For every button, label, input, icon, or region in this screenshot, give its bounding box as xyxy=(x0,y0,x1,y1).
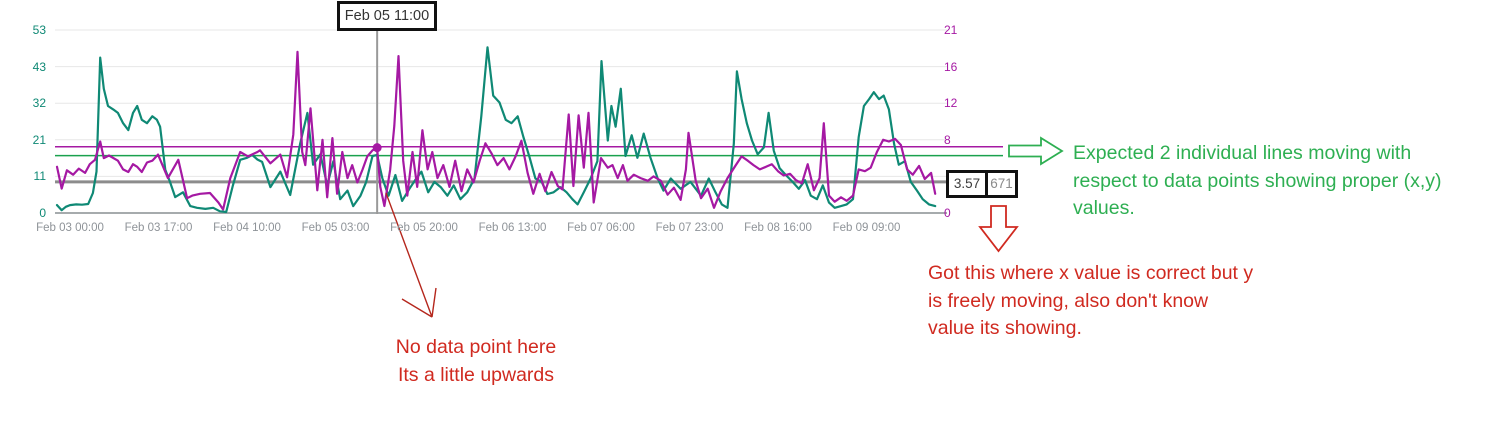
note-line: Expected 2 individual lines moving with xyxy=(1073,142,1412,164)
x-axis-tick: Feb 07 06:00 xyxy=(567,222,635,234)
note-line: is freely moving, also don't know xyxy=(928,289,1209,312)
x-axis-tick: Feb 08 16:00 xyxy=(744,222,812,234)
crosshair-tooltip: Feb 05 11:00 xyxy=(337,1,437,31)
crosshair-value-secondary: 671 xyxy=(985,170,1018,198)
green-right-arrow-icon xyxy=(1008,136,1064,166)
left-axis-tick: 21 xyxy=(32,132,46,147)
series-teal-left-axis xyxy=(55,46,937,214)
red-down-arrow-icon xyxy=(978,205,1019,253)
right-axis-tick: 21 xyxy=(944,23,958,37)
crosshair-value-primary: 3.57 xyxy=(946,170,988,198)
note-line: respect to data points showing proper (x… xyxy=(1073,169,1442,192)
left-axis-tick: 11 xyxy=(33,169,46,184)
x-axis-tick: Feb 03 00:00 xyxy=(36,222,104,234)
right-axis-tick: 16 xyxy=(944,59,958,74)
x-axis-tick: Feb 05 03:00 xyxy=(301,222,370,234)
x-axis-tick: Feb 05 20:00 xyxy=(390,222,458,234)
x-axis-tick: Feb 07 23:00 xyxy=(655,222,724,234)
crosshair-tooltip-label: Feb 05 11:00 xyxy=(344,8,430,24)
left-axis-tick: 32 xyxy=(32,96,46,111)
note-expected-behaviour: Expected 2 individual lines moving with r… xyxy=(1073,140,1503,223)
note-got-this: Got this where x value is correct but y i… xyxy=(928,260,1268,343)
note-line: Its a little upwards xyxy=(397,363,555,386)
right-axis-tick: 8 xyxy=(944,132,951,147)
note-line: No data point here xyxy=(395,336,557,358)
red-thin-arrow xyxy=(385,192,437,318)
note-line: value its showing. xyxy=(928,317,1082,339)
left-axis-tick: 0 xyxy=(39,206,46,220)
series-magenta-right-axis xyxy=(55,50,937,211)
x-axis-tick: Feb 09 09:00 xyxy=(832,222,901,234)
left-axis-tick: 53 xyxy=(32,23,46,37)
note-no-data-point: No data point here Its a little upwards xyxy=(362,334,590,389)
note-line: Got this where x value is correct but y xyxy=(928,262,1254,284)
right-axis-tick: 12 xyxy=(944,96,958,111)
x-axis-tick: Feb 03 17:00 xyxy=(124,222,193,234)
note-line: values. xyxy=(1073,197,1135,219)
x-axis-tick: Feb 06 13:00 xyxy=(478,222,547,234)
left-axis-tick: 43 xyxy=(32,59,46,74)
crosshair-value-boxes: 3.57 671 xyxy=(946,170,1018,198)
x-axis-tick: Feb 04 10:00 xyxy=(213,222,281,234)
right-axis-tick: 0 xyxy=(944,206,951,220)
crosshair-dot xyxy=(372,143,382,153)
